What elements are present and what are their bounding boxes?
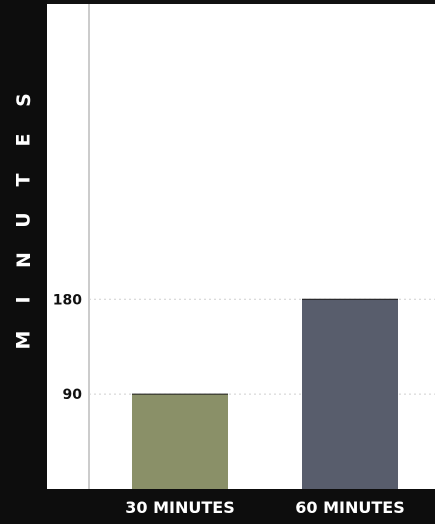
bar-1 <box>132 394 228 489</box>
x-axis-band <box>0 489 435 524</box>
y-tick-label: 180 <box>53 292 82 308</box>
y-tick-label: 90 <box>63 387 83 403</box>
top-border <box>0 0 435 4</box>
x-category-label: 30 MINUTES <box>125 498 234 517</box>
y-axis-band <box>0 0 47 524</box>
x-category-label: 60 MINUTES <box>295 498 404 517</box>
bar-2 <box>302 299 398 489</box>
